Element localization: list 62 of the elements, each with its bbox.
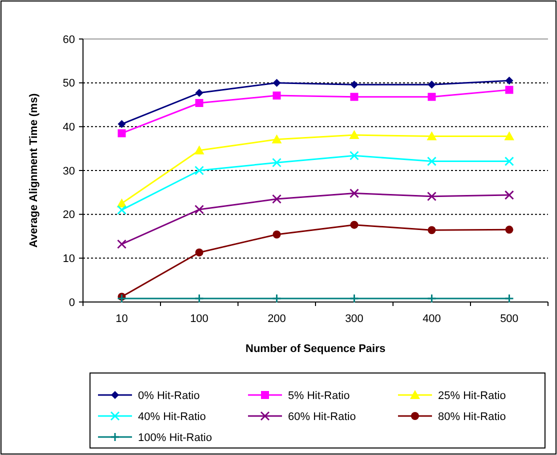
x-tick-label: 10	[116, 313, 128, 325]
point	[118, 129, 126, 138]
point	[194, 294, 204, 304]
point	[194, 204, 204, 214]
point	[194, 145, 204, 154]
point	[350, 220, 358, 229]
y-tick-label: 30	[62, 165, 75, 178]
y-tick-label: 10	[62, 253, 75, 266]
point	[427, 294, 436, 304]
point	[272, 230, 281, 238]
x-tick-label: 100	[190, 313, 208, 325]
point	[272, 158, 282, 168]
x-axis-title: Number of Sequence Pairs	[246, 343, 386, 355]
y-tick-label: 0	[68, 296, 75, 309]
point	[272, 92, 281, 100]
point	[428, 80, 436, 89]
point	[349, 130, 360, 139]
legend-label: 80% Hit-Ratio	[438, 410, 506, 423]
point	[272, 78, 281, 87]
x-tick-label: 200	[268, 313, 286, 325]
point	[118, 120, 126, 128]
x-tick-label: 500	[500, 313, 518, 325]
point	[504, 131, 514, 140]
y-tick-label: 40	[62, 122, 75, 134]
point	[505, 86, 514, 94]
point	[350, 150, 359, 160]
point	[272, 134, 282, 144]
x-tick-label: 300	[345, 313, 364, 325]
point	[504, 190, 514, 200]
point	[194, 166, 204, 176]
legend-label: 100% Hit-Ratio	[138, 432, 212, 444]
point	[195, 98, 204, 107]
point	[350, 188, 359, 198]
legend-label: 0% Hit-Ratio	[138, 390, 200, 402]
point	[504, 156, 514, 166]
legend-label: 25% Hit-Ratio	[438, 390, 506, 402]
point	[117, 205, 126, 215]
point	[505, 76, 514, 85]
point	[428, 92, 436, 101]
x-tick-label: 400	[422, 313, 441, 325]
point	[505, 226, 514, 234]
legend-label: 5% Hit-Ratio	[288, 390, 350, 402]
point	[195, 248, 204, 256]
point	[428, 226, 436, 234]
point	[350, 294, 359, 304]
point	[117, 239, 126, 249]
point	[426, 131, 437, 140]
point	[272, 294, 282, 304]
point	[504, 294, 514, 304]
point	[350, 80, 358, 89]
y-tick-label: 60	[62, 34, 75, 46]
y-axis-title: Average Alignment Time (ms)	[28, 93, 40, 248]
point	[272, 194, 282, 204]
point	[350, 92, 358, 101]
point	[427, 192, 436, 202]
point	[427, 156, 436, 166]
y-tick-label: 50	[62, 78, 75, 90]
y-tick-label: 20	[62, 209, 75, 222]
point	[117, 294, 126, 304]
legend-label: 40% Hit-Ratio	[138, 410, 206, 423]
legend-label: 60% Hit-Ratio	[288, 410, 356, 423]
point	[195, 88, 204, 97]
